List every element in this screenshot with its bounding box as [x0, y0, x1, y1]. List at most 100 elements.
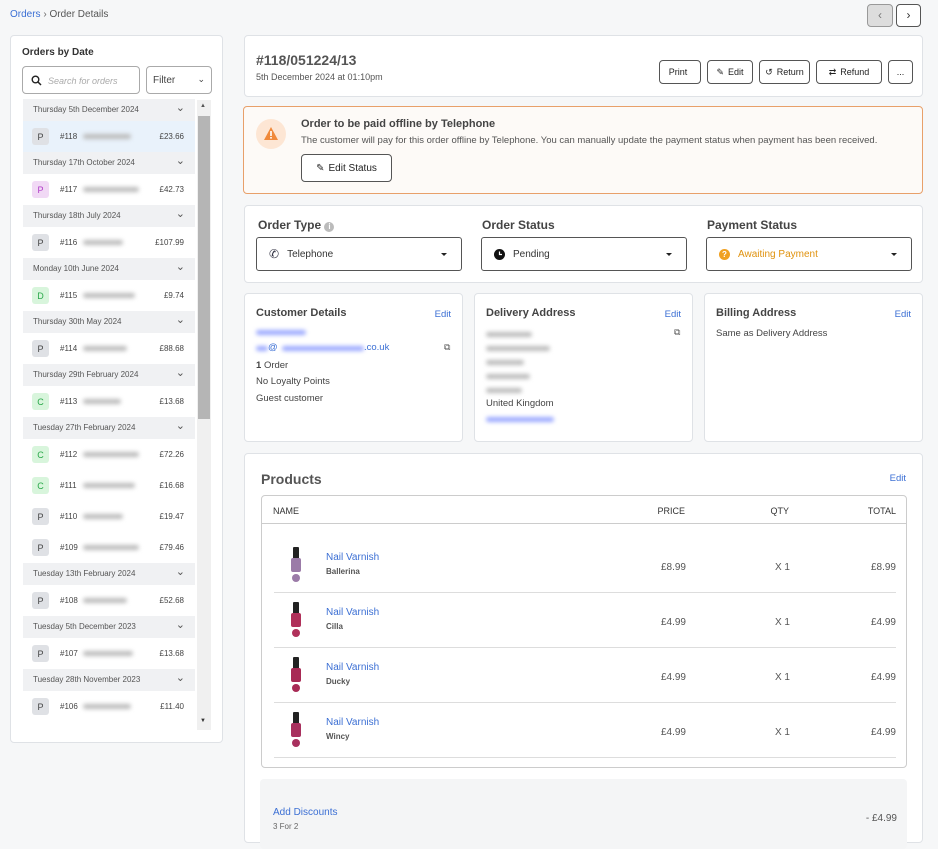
- product-row: Nail Varnish Cilla £4.99 X 1 £4.99: [274, 593, 896, 648]
- product-variant: Wincy: [326, 732, 350, 741]
- order-row[interactable]: C #113 £13.68: [23, 386, 195, 417]
- order-total: £13.68: [159, 649, 184, 658]
- blurred-name: [83, 483, 135, 488]
- payment-status-select[interactable]: ? Awaiting Payment: [706, 237, 912, 271]
- scrollbar-track: [197, 100, 211, 730]
- order-status-select[interactable]: Pending: [481, 237, 687, 271]
- chevron[interactable]: ⌄: [175, 102, 185, 114]
- date-label: Thursday 29th February 2024: [33, 370, 139, 379]
- date-group-header: Tuesday 27th February 2024 ⌄: [23, 417, 195, 439]
- order-row[interactable]: C #112 £72.26: [23, 439, 195, 470]
- order-badge: D: [32, 287, 49, 304]
- date-group-header: Thursday 30th May 2024 ⌄: [23, 311, 195, 333]
- customer-type: Guest customer: [256, 393, 324, 404]
- products-title: Products: [261, 471, 322, 487]
- blurred-name: [83, 651, 133, 656]
- product-variant: Ducky: [326, 677, 351, 686]
- chevron[interactable]: ⌄: [175, 619, 185, 631]
- chevron[interactable]: ⌄: [175, 314, 185, 326]
- order-row[interactable]: P #108 £52.68: [23, 585, 195, 616]
- scrollbar-thumb[interactable]: [198, 116, 210, 419]
- product-name[interactable]: Nail Varnish: [326, 717, 380, 728]
- scroll-down[interactable]: ▼: [200, 718, 206, 724]
- order-badge: C: [32, 446, 49, 463]
- date-group-header: Tuesday 28th November 2023 ⌄: [23, 669, 195, 691]
- copy-icon[interactable]: ⧉: [444, 342, 451, 352]
- blurred-name: [83, 598, 127, 603]
- order-row[interactable]: P #107 £13.68: [23, 638, 195, 669]
- order-row[interactable]: P #114 £88.68: [23, 333, 195, 364]
- copy-icon[interactable]: ⧉: [674, 327, 681, 337]
- order-row[interactable]: P #117 £42.73: [23, 174, 195, 205]
- breadcrumb-current: Order Details: [49, 9, 109, 20]
- order-status-label: Order Status: [482, 218, 555, 232]
- header-button[interactable]: ✎ Edit: [707, 60, 753, 84]
- chevron[interactable]: ⌄: [175, 420, 185, 432]
- alert-icon: [256, 119, 286, 149]
- order-row[interactable]: P #106 £11.40: [23, 691, 195, 722]
- breadcrumb-link[interactable]: Orders: [10, 9, 41, 20]
- date-label: Tuesday 13th February 2024: [33, 569, 136, 578]
- chevron[interactable]: ⌄: [175, 155, 185, 167]
- order-row[interactable]: P #116 £107.99: [23, 227, 195, 258]
- select-value: Telephone: [287, 248, 334, 260]
- chevron[interactable]: ⌄: [175, 208, 185, 220]
- date-group-header: Thursday 29th February 2024 ⌄: [23, 364, 195, 386]
- edit-status-button[interactable]: ✎ Edit Status: [301, 154, 392, 182]
- scroll-up[interactable]: ▲: [200, 103, 206, 109]
- search-input[interactable]: Search for orders: [22, 66, 140, 94]
- order-total: £13.68: [159, 397, 184, 406]
- next-button[interactable]: ›: [896, 4, 921, 27]
- billing-text: Same as Delivery Address: [716, 328, 828, 339]
- product-price: £4.99: [660, 672, 686, 683]
- column-header: TOTAL: [867, 506, 896, 516]
- order-total: £72.26: [159, 450, 184, 459]
- chevron[interactable]: ⌄: [175, 367, 185, 379]
- order-total: £42.73: [159, 185, 184, 194]
- order-number: #107: [60, 649, 78, 658]
- order-type-select[interactable]: ✆ Telephone: [256, 237, 462, 271]
- prev-button[interactable]: ‹: [867, 4, 893, 27]
- date-group-header: Thursday 17th October 2024 ⌄: [23, 152, 195, 174]
- chevron[interactable]: ⌄: [175, 672, 185, 684]
- order-row[interactable]: C #111 £16.68: [23, 470, 195, 501]
- order-number: #112: [60, 450, 78, 459]
- order-total: £79.46: [159, 543, 184, 552]
- order-row[interactable]: P #110 £19.47: [23, 501, 195, 532]
- product-name[interactable]: Nail Varnish: [326, 662, 380, 673]
- count: 1: [256, 360, 262, 371]
- search-placeholder: Search for orders: [48, 76, 118, 86]
- product-row: Nail Varnish Ballerina £8.99 X 1 £8.99: [274, 538, 896, 593]
- header-button[interactable]: ⇄ Refund: [816, 60, 882, 84]
- order-total: £11.40: [160, 702, 184, 711]
- edit-link[interactable]: Edit: [894, 309, 911, 320]
- order-count: 1 Order: [256, 360, 288, 371]
- filter-select[interactable]: Filter ⌄: [146, 66, 212, 94]
- order-total: £9.74: [163, 291, 184, 300]
- order-row[interactable]: D #115 £9.74: [23, 280, 195, 311]
- date-label: Thursday 17th October 2024: [33, 158, 135, 167]
- order-badge: P: [32, 592, 49, 609]
- order-row[interactable]: P #118 £23.66: [23, 121, 195, 152]
- header-button[interactable]: ↺ Return: [759, 60, 810, 84]
- order-row[interactable]: P #109 £79.46: [23, 532, 195, 563]
- billing-card: Billing Address Edit Same as Delivery Ad…: [704, 293, 923, 442]
- edit-link[interactable]: Edit: [664, 309, 681, 320]
- date-label: Thursday 5th December 2024: [33, 105, 139, 114]
- order-badge: P: [32, 539, 49, 556]
- product-name[interactable]: Nail Varnish: [326, 607, 380, 618]
- search-icon: [31, 75, 42, 86]
- customer-card: Customer Details Edit @ .co.uk ⧉ 1 Order…: [244, 293, 463, 442]
- chevron[interactable]: ⌄: [175, 261, 185, 273]
- edit-link[interactable]: Edit: [434, 309, 451, 320]
- edit-link[interactable]: Edit: [889, 473, 906, 484]
- order-badge: P: [32, 698, 49, 715]
- chevron[interactable]: ⌄: [175, 566, 185, 578]
- alert-text: The customer will pay for this order off…: [301, 135, 878, 146]
- product-name[interactable]: Nail Varnish: [326, 552, 380, 563]
- status-card: Order Type i ✆ Telephone Order Status Pen…: [244, 205, 923, 283]
- add-discounts-link[interactable]: Add Discounts: [273, 807, 338, 818]
- header-button[interactable]: Print: [659, 60, 701, 84]
- sidebar-title: Orders by Date: [22, 47, 94, 58]
- header-button[interactable]: ...: [888, 60, 913, 84]
